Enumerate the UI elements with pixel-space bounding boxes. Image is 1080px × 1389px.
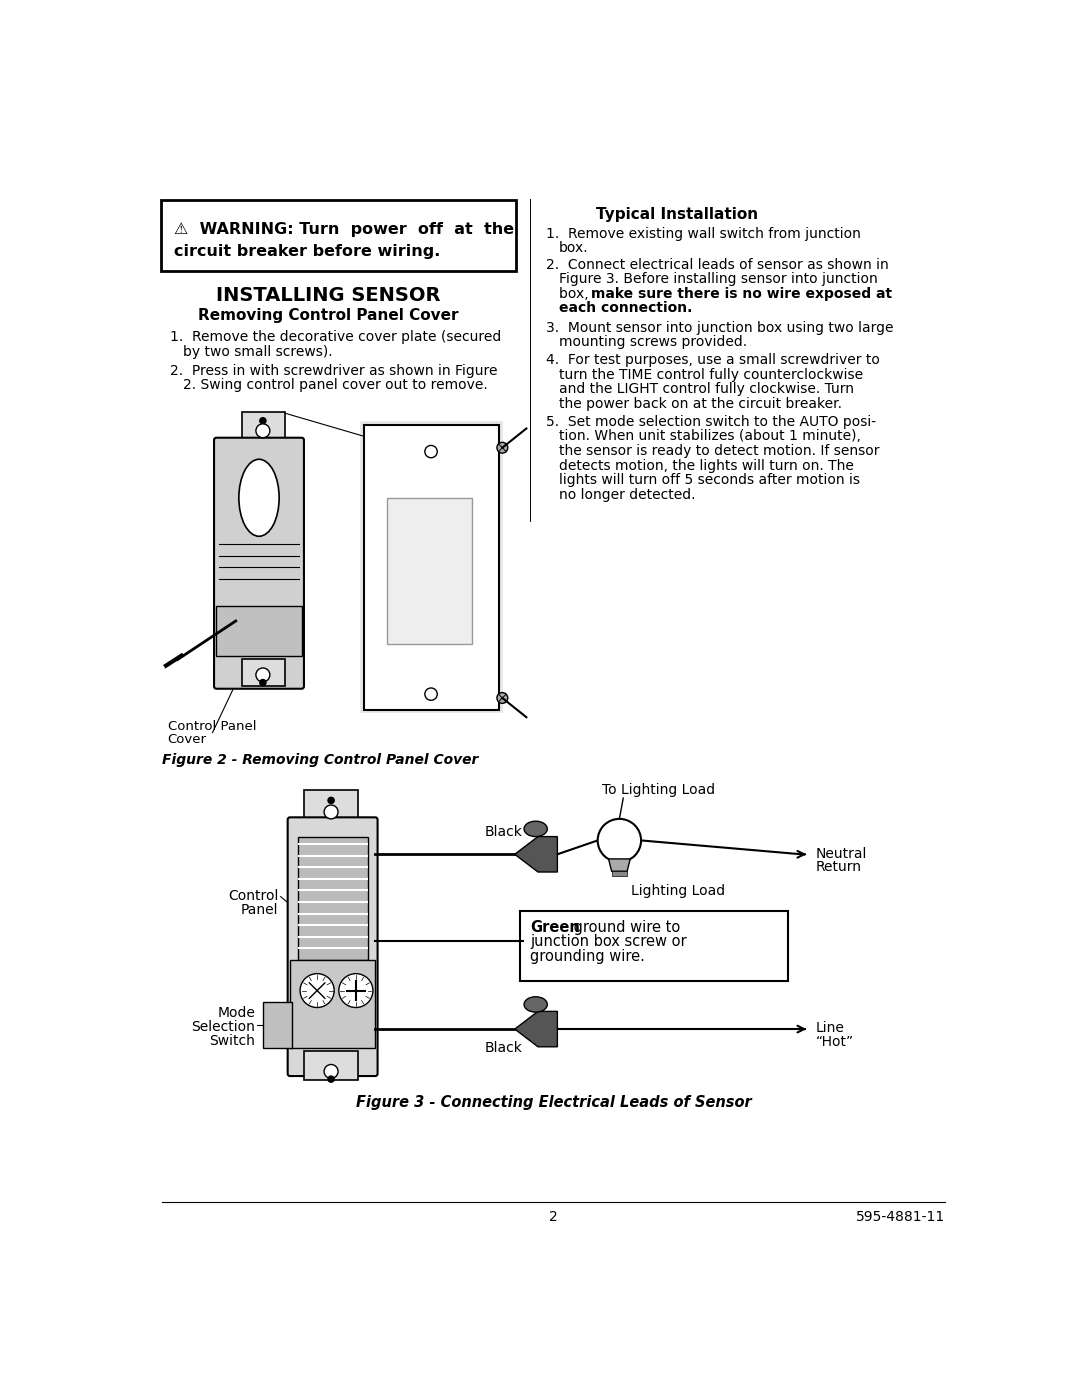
Circle shape bbox=[324, 1064, 338, 1078]
Bar bbox=[242, 660, 284, 686]
Polygon shape bbox=[608, 858, 631, 871]
Circle shape bbox=[424, 688, 437, 700]
FancyBboxPatch shape bbox=[287, 817, 378, 1076]
Circle shape bbox=[260, 418, 266, 424]
FancyBboxPatch shape bbox=[521, 911, 788, 982]
Bar bbox=[303, 1050, 359, 1079]
Text: 4.  For test purposes, use a small screwdriver to: 4. For test purposes, use a small screwd… bbox=[545, 353, 879, 367]
Text: Green: Green bbox=[530, 920, 580, 935]
Text: the power back on at the circuit breaker.: the power back on at the circuit breaker… bbox=[559, 397, 842, 411]
Bar bbox=[387, 497, 472, 644]
Text: each connection.: each connection. bbox=[559, 301, 692, 315]
Text: Control Panel: Control Panel bbox=[167, 720, 256, 732]
Text: Cover: Cover bbox=[167, 732, 206, 746]
Text: mounting screws provided.: mounting screws provided. bbox=[559, 335, 747, 349]
Text: Figure 3 - Connecting Electrical Leads of Sensor: Figure 3 - Connecting Electrical Leads o… bbox=[355, 1095, 752, 1110]
Text: Figure 3. Before installing sensor into junction: Figure 3. Before installing sensor into … bbox=[559, 272, 878, 286]
Text: box.: box. bbox=[559, 242, 589, 256]
Text: make sure there is no wire exposed at: make sure there is no wire exposed at bbox=[591, 286, 892, 301]
Text: Lighting Load: Lighting Load bbox=[631, 885, 725, 899]
Bar bbox=[242, 411, 284, 439]
FancyBboxPatch shape bbox=[161, 200, 516, 271]
Text: Mode: Mode bbox=[217, 1006, 255, 1020]
Text: TIME: TIME bbox=[309, 1014, 325, 1020]
Bar bbox=[611, 871, 627, 876]
Text: LIGHT: LIGHT bbox=[346, 1014, 366, 1020]
Text: tion. When unit stabilizes (about 1 minute),: tion. When unit stabilizes (about 1 minu… bbox=[559, 429, 861, 443]
Text: “Hot”: “Hot” bbox=[815, 1035, 853, 1049]
Text: Removing Control Panel Cover: Removing Control Panel Cover bbox=[199, 307, 459, 322]
Text: Switch: Switch bbox=[210, 1033, 255, 1047]
Circle shape bbox=[328, 797, 334, 803]
Circle shape bbox=[256, 424, 270, 438]
Text: INSTALLING SENSOR: INSTALLING SENSOR bbox=[216, 286, 441, 306]
Ellipse shape bbox=[239, 460, 279, 536]
Text: lights will turn off 5 seconds after motion is: lights will turn off 5 seconds after mot… bbox=[559, 474, 860, 488]
Text: 595-4881-11: 595-4881-11 bbox=[855, 1210, 945, 1224]
Text: Selection: Selection bbox=[191, 1020, 255, 1033]
Text: Figure 2 - Removing Control Panel Cover: Figure 2 - Removing Control Panel Cover bbox=[162, 753, 478, 767]
Text: ⚠  WARNING: Turn  power  off  at  the: ⚠ WARNING: Turn power off at the bbox=[174, 222, 514, 238]
Ellipse shape bbox=[524, 821, 548, 836]
Text: 1.  Remove existing wall switch from junction: 1. Remove existing wall switch from junc… bbox=[545, 226, 861, 240]
Circle shape bbox=[497, 442, 508, 453]
Text: 3.  Mount sensor into junction box using two large: 3. Mount sensor into junction box using … bbox=[545, 321, 893, 335]
Polygon shape bbox=[515, 836, 557, 872]
Text: grounding wire.: grounding wire. bbox=[530, 949, 645, 964]
Circle shape bbox=[424, 446, 437, 458]
Circle shape bbox=[324, 806, 338, 820]
Text: To Lighting Load: To Lighting Load bbox=[602, 782, 715, 797]
Bar bbox=[262, 1001, 293, 1049]
Text: Typical Installation: Typical Installation bbox=[596, 207, 758, 222]
Circle shape bbox=[256, 668, 270, 682]
Text: AUTO: AUTO bbox=[235, 625, 255, 631]
Text: 2: 2 bbox=[549, 1210, 558, 1224]
FancyBboxPatch shape bbox=[214, 438, 303, 689]
Text: 5.  Set mode selection switch to the AUTO posi-: 5. Set mode selection switch to the AUTO… bbox=[545, 415, 876, 429]
Circle shape bbox=[497, 693, 508, 703]
Bar bbox=[298, 836, 367, 960]
Circle shape bbox=[328, 1076, 334, 1082]
Circle shape bbox=[300, 974, 334, 1007]
Text: 2.  Connect electrical leads of sensor as shown in: 2. Connect electrical leads of sensor as… bbox=[545, 257, 889, 271]
Text: Panel: Panel bbox=[241, 903, 279, 917]
Text: Black: Black bbox=[484, 1040, 522, 1054]
Text: Black: Black bbox=[484, 825, 522, 839]
Text: by two small screws).: by two small screws). bbox=[183, 344, 333, 358]
Bar bbox=[303, 790, 359, 820]
Text: Control: Control bbox=[228, 889, 279, 903]
Circle shape bbox=[260, 679, 266, 686]
Bar bbox=[216, 606, 301, 656]
Text: ground wire to: ground wire to bbox=[569, 920, 680, 935]
Text: turn the TIME control fully counterclockwise: turn the TIME control fully counterclock… bbox=[559, 368, 863, 382]
Text: detects motion, the lights will turn on. The: detects motion, the lights will turn on.… bbox=[559, 458, 854, 472]
Text: box,: box, bbox=[559, 286, 593, 301]
Circle shape bbox=[597, 820, 642, 863]
Text: 2. Swing control panel cover out to remove.: 2. Swing control panel cover out to remo… bbox=[183, 378, 488, 393]
Text: 1.  Remove the decorative cover plate (secured: 1. Remove the decorative cover plate (se… bbox=[170, 331, 501, 344]
Text: no longer detected.: no longer detected. bbox=[559, 488, 696, 501]
Text: ON: ON bbox=[271, 625, 281, 631]
Text: circuit breaker before wiring.: circuit breaker before wiring. bbox=[174, 243, 441, 258]
Text: Line: Line bbox=[815, 1021, 845, 1035]
Bar bbox=[291, 960, 375, 1049]
Text: Neutral: Neutral bbox=[815, 846, 867, 861]
Circle shape bbox=[339, 974, 373, 1007]
Text: junction box screw or: junction box screw or bbox=[530, 935, 687, 949]
Bar bbox=[364, 425, 499, 710]
Polygon shape bbox=[515, 1011, 557, 1047]
Text: and the LIGHT control fully clockwise. Turn: and the LIGHT control fully clockwise. T… bbox=[559, 382, 854, 396]
Ellipse shape bbox=[524, 997, 548, 1013]
Text: Return: Return bbox=[815, 860, 862, 875]
Text: 2.  Press in with screwdriver as shown in Figure: 2. Press in with screwdriver as shown in… bbox=[170, 364, 498, 378]
Bar bbox=[360, 421, 503, 714]
Text: the sensor is ready to detect motion. If sensor: the sensor is ready to detect motion. If… bbox=[559, 444, 879, 458]
